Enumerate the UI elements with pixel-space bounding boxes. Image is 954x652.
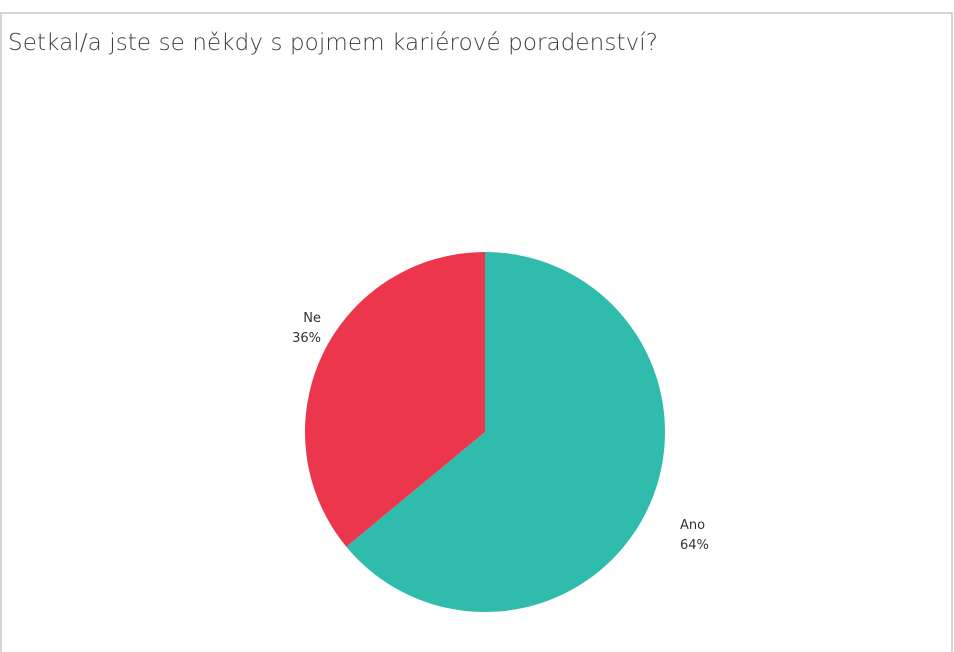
chart-frame — [0, 12, 953, 652]
slice-percent-ne: 36% — [292, 331, 321, 346]
pie-slice-ano — [346, 252, 665, 612]
chart-title: Setkal/a jste se někdy s pojmem kariérov… — [8, 30, 659, 56]
slice-label-ne: Ne — [303, 311, 321, 326]
slice-label-ano: Ano — [680, 518, 705, 533]
pie-slices — [304, 251, 665, 612]
pie-slice-ne — [304, 251, 485, 547]
slice-percent-ano: 64% — [680, 538, 709, 553]
pie-labels: Ano 64% Ne 36% — [292, 311, 709, 553]
pie-chart: Ano 64% Ne 36% — [292, 251, 709, 612]
